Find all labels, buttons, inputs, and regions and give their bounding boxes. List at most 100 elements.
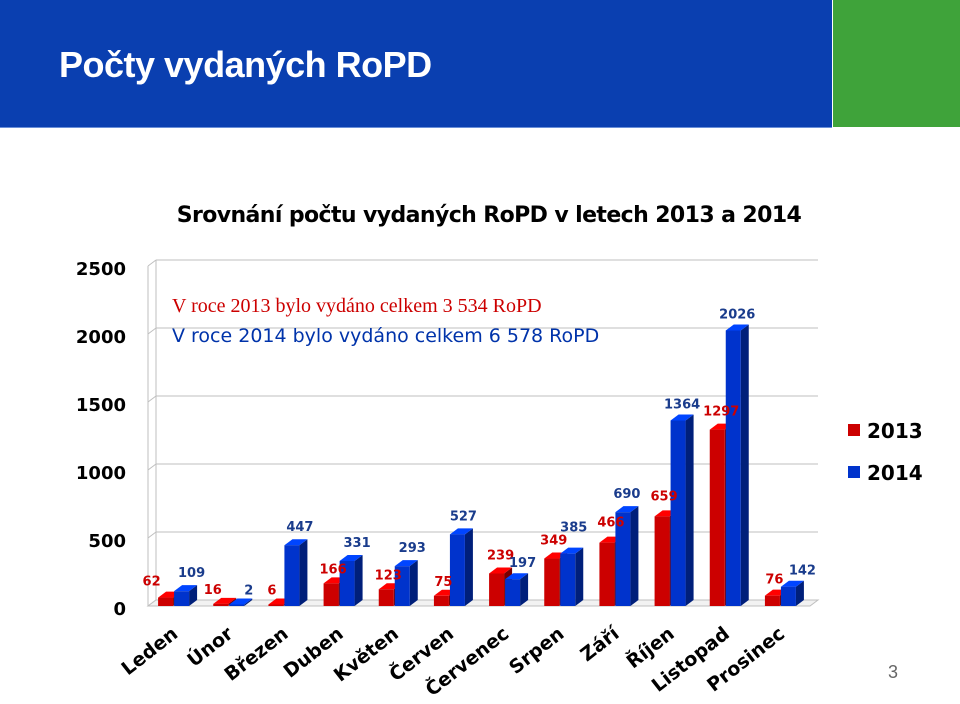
bar-2014-top [339, 554, 363, 561]
y-tick-label: 2000 [76, 327, 126, 348]
x-tick-label: Leden [117, 623, 182, 680]
bar-2014-side [464, 528, 473, 606]
bar-2014 [615, 506, 639, 606]
bar-2014 [394, 560, 418, 606]
data-label-2013: 349 [540, 534, 567, 549]
data-label-2014: 385 [560, 521, 587, 536]
bar-2014 [229, 598, 253, 606]
data-label-2014: 197 [509, 556, 536, 571]
bar-2013-front [599, 542, 615, 606]
legend-swatch [848, 466, 860, 478]
bar-2014-side [795, 580, 804, 606]
bar-2014 [670, 414, 694, 606]
bar-2014 [284, 539, 308, 606]
bar-2014-front [284, 545, 300, 606]
data-label-2014: 447 [286, 520, 313, 535]
data-label-2014: 690 [613, 487, 640, 502]
annotation-2014-total: V roce 2014 bylo vydáno celkem 6 578 RoP… [172, 325, 599, 347]
bar-2014-top [284, 539, 308, 546]
bar-2014-side [685, 414, 694, 606]
y-tick-label: 1500 [76, 395, 126, 416]
bar-2014-side [520, 573, 529, 606]
bar-2013-front [489, 573, 505, 606]
data-label-2013: 239 [487, 548, 514, 563]
bar-2014 [505, 573, 529, 606]
bar-2013-front [268, 604, 284, 606]
annotation-2013-total: V roce 2013 bylo vydáno celkem 3 534 RoP… [172, 295, 542, 317]
bar-2014-top [615, 506, 639, 513]
legend-label: 2013 [867, 419, 923, 443]
data-label-2013: 123 [375, 568, 402, 583]
bar-2014 [174, 585, 198, 606]
legend-label: 2014 [867, 461, 923, 485]
bar-2013-front [323, 583, 339, 606]
chart-bars [158, 324, 804, 606]
bar-2013-top [213, 597, 237, 604]
data-label-2013: 466 [597, 516, 624, 531]
page-number: 3 [888, 662, 899, 682]
data-label-2014: 527 [450, 509, 477, 524]
data-label-2014: 2 [244, 584, 253, 599]
bar-2014-top [725, 324, 749, 331]
bar-2014-side [409, 560, 418, 606]
bar-2013-front [654, 516, 670, 606]
data-label-2013: 16 [204, 583, 222, 598]
data-label-2013: 659 [651, 489, 678, 504]
data-label-2013: 1297 [703, 405, 739, 420]
chart-legend: 2013 2014 [848, 419, 923, 485]
bar-2014 [780, 580, 804, 606]
bar-2014-front [339, 560, 355, 606]
bar-2014-front [505, 579, 521, 606]
bar-2014-front [449, 534, 465, 606]
bar-2014-top [560, 547, 584, 554]
data-label-2013: 76 [765, 573, 783, 588]
bar-2014-top [670, 414, 694, 421]
data-label-2013: 62 [143, 575, 161, 590]
bar-2014-top [449, 528, 473, 535]
bar-2013-front [544, 558, 560, 606]
y-tick-label: 2500 [76, 259, 126, 280]
bar-2013-front [709, 429, 725, 606]
data-label-2014: 109 [178, 566, 205, 581]
gridline-depth [147, 259, 157, 267]
bar-2014-front [394, 566, 410, 606]
bar-2014-front [615, 512, 631, 606]
x-tick-label: Září [576, 622, 624, 666]
bar-2013-front [378, 589, 394, 606]
data-label-2014: 142 [789, 564, 816, 579]
accent-block [833, 0, 960, 127]
data-label-2013: 166 [320, 562, 347, 577]
bar-2013-top [489, 567, 513, 574]
data-label-2014: 331 [344, 536, 371, 551]
gridline-depth [147, 327, 157, 335]
bar-2014-top [394, 560, 418, 567]
data-label-2014: 1364 [664, 397, 700, 412]
y-tick-label: 0 [113, 599, 126, 620]
bar-2013-front [764, 595, 780, 606]
bar-2014-top [780, 580, 804, 587]
bar-2014-top [229, 598, 253, 605]
slide-header: Počty vydaných RoPD [0, 0, 832, 128]
data-label-2013: 75 [434, 575, 452, 590]
chart-floor [146, 599, 820, 607]
data-label-2014: 293 [399, 541, 426, 556]
bar-2013-front [433, 595, 449, 606]
bar-2014 [560, 547, 584, 606]
bar-2014-top [174, 585, 198, 592]
bar-2013-front [158, 597, 174, 606]
bar-2014-side [244, 598, 253, 606]
bar-2014-side [354, 554, 363, 606]
bar-2014-front [670, 420, 686, 606]
x-tick-label: Srpen [505, 623, 568, 679]
gridline-depth [147, 463, 157, 471]
bar-2014-side [740, 324, 749, 606]
bar-2014 [725, 324, 749, 606]
bar-2014-side [299, 539, 308, 606]
y-tick-label: 500 [88, 531, 126, 552]
bar-2013-front [213, 603, 229, 606]
x-tick-label: Březen [220, 623, 292, 686]
data-label-2013: 6 [267, 584, 276, 599]
data-label-2014: 2026 [719, 307, 755, 322]
gridline-depth [147, 395, 157, 403]
